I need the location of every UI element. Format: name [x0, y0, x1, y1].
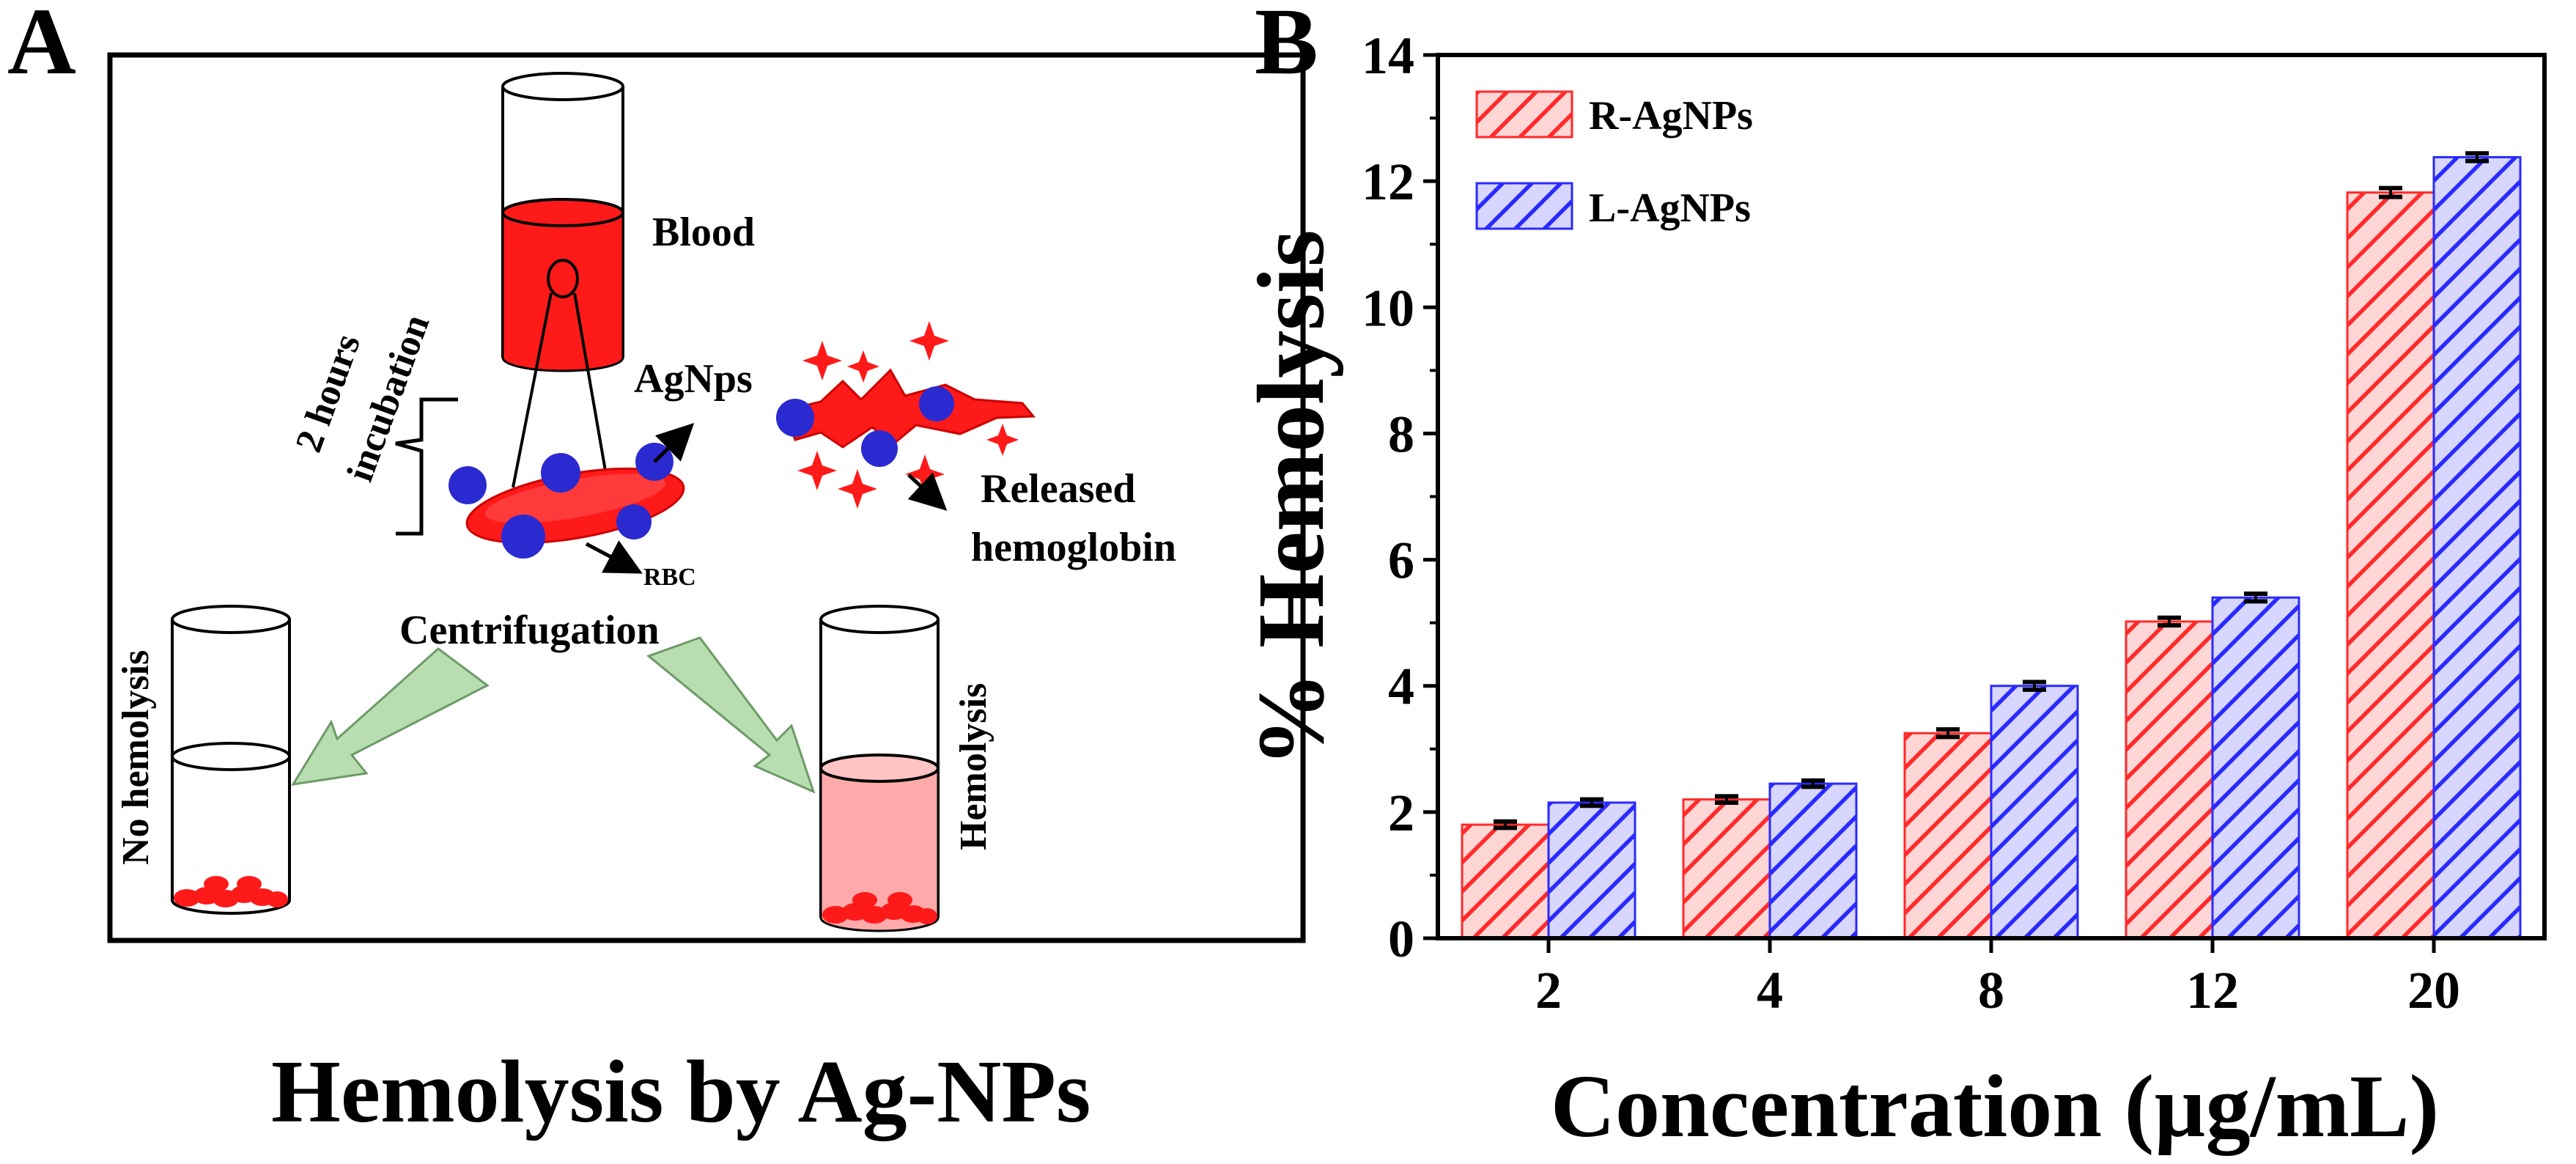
released-label-1: Released: [981, 466, 1136, 512]
bar-r-agnps-12: [2125, 620, 2214, 940]
x-tick-label: 4: [1757, 961, 1783, 1020]
zoom-line: [512, 292, 553, 488]
legend-label-l-agnps: L-AgNPs: [1589, 185, 1751, 231]
legend-swatch-r-agnps: [1475, 90, 1573, 139]
panel-a-frame: [107, 52, 1306, 943]
arrow-to-no-hemolysis: [291, 647, 490, 786]
blood-label: Blood: [652, 210, 755, 255]
agnps-label: AgNps: [634, 356, 753, 402]
bar-l-agnps-8: [1990, 685, 2079, 940]
error-bar-r-agnps-8: [1936, 727, 1960, 740]
legend: R-AgNPs L-AgNPs: [1475, 90, 1753, 231]
error-bar-l-agnps-20: [2465, 151, 2489, 163]
chart-error-bars: [1494, 151, 2489, 830]
blood-tube: [501, 72, 624, 372]
bar-l-agnps-4: [1768, 782, 1858, 940]
released-arrow: [907, 472, 948, 511]
released-label-2: hemoglobin: [971, 525, 1176, 570]
y-tick-label: 10: [1362, 279, 1414, 337]
x-axis-label: Concentration (µg/mL): [1551, 1057, 2439, 1156]
rbc-label: RBC: [643, 564, 696, 591]
y-axis-label: % Hemolysis: [1239, 229, 1344, 767]
hemolysis-label: Hemolysis: [953, 683, 994, 850]
no-hemolysis-label: No hemolysis: [115, 650, 157, 865]
x-tick-label: 8: [1978, 961, 2004, 1020]
bar-l-agnps-20: [2432, 155, 2522, 940]
bar-r-agnps-8: [1903, 732, 1993, 940]
chart-bars: [1461, 155, 2522, 940]
bar-r-agnps-20: [2346, 191, 2435, 940]
zoom-line: [573, 292, 610, 488]
error-bar-r-agnps-20: [2379, 185, 2402, 199]
legend-label-r-agnps: R-AgNPs: [1589, 93, 1753, 139]
y-tick-label: 14: [1362, 26, 1414, 85]
bar-l-agnps-12: [2211, 596, 2300, 940]
y-tick-label: 0: [1388, 910, 1414, 968]
panel-a-letter: A: [7, 0, 76, 95]
bar-r-agnps-4: [1682, 798, 1771, 940]
no-hemolysis-tube: [171, 605, 291, 915]
panel-a: A Blood 2 hours incubation: [7, 0, 1306, 1141]
y-tick-label: 12: [1362, 152, 1414, 211]
error-bar-r-agnps-4: [1715, 794, 1738, 805]
y-tick-label: 6: [1388, 531, 1414, 590]
centrifugation-label: Centrifugation: [399, 608, 660, 653]
arrow-to-hemolysis: [646, 636, 816, 794]
error-bar-l-agnps-4: [1801, 778, 1825, 789]
y-tick-label: 8: [1388, 405, 1414, 463]
x-tick-label: 2: [1535, 961, 1562, 1020]
error-bar-l-agnps-8: [2023, 679, 2046, 692]
rbc-arrow: [585, 540, 643, 574]
hemolysis-tube: [819, 605, 940, 932]
x-tick-label: 20: [2407, 961, 2460, 1020]
ruptured-rbc: [776, 368, 1036, 467]
agnps-arrow: [653, 423, 695, 463]
panel-b-letter: B: [1255, 0, 1318, 95]
y-axis-ticks: 0 2 4 6 8 10 12 14: [1362, 26, 1438, 968]
rbc-with-nanoparticles: [449, 443, 685, 559]
incubation-bracket: [395, 397, 458, 536]
error-bar-l-agnps-2: [1580, 797, 1603, 808]
panel-a-caption: Hemolysis by Ag-NPs: [271, 1042, 1090, 1141]
x-axis-ticks: 2 4 8 12 20: [1535, 938, 2460, 1020]
x-tick-label: 12: [2186, 961, 2239, 1020]
plot-frame: [1436, 53, 2547, 940]
bar-r-agnps-2: [1461, 823, 1550, 940]
panel-b: B 0 2 4 6 8 10 12 14 2 4 8 12 20 % Hemolysis Concen…: [1239, 0, 2547, 1156]
y-tick-label: 4: [1388, 657, 1414, 716]
error-bar-r-agnps-2: [1494, 819, 1517, 830]
y-tick-label: 2: [1388, 784, 1414, 842]
bar-l-agnps-2: [1547, 801, 1636, 940]
error-bar-l-agnps-12: [2244, 592, 2267, 604]
error-bar-r-agnps-12: [2158, 615, 2181, 628]
legend-swatch-l-agnps: [1475, 182, 1573, 230]
